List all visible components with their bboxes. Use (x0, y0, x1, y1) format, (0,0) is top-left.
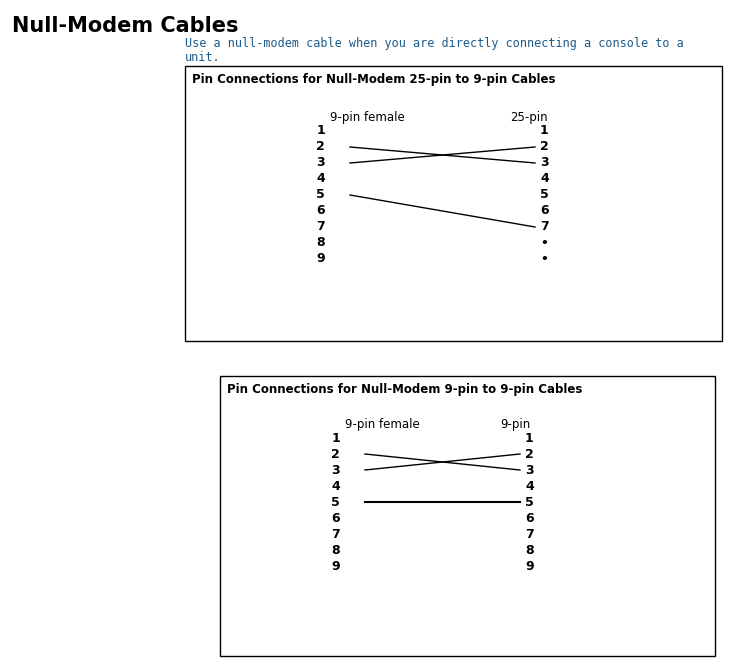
Text: 7: 7 (540, 221, 549, 234)
Text: 8: 8 (331, 544, 340, 556)
Text: 5: 5 (525, 495, 534, 509)
Text: 4: 4 (525, 480, 534, 493)
Text: 9: 9 (525, 560, 534, 572)
Text: 6: 6 (525, 511, 534, 525)
Bar (185, 66, 722, 341)
Text: 1: 1 (331, 431, 340, 444)
Text: 6: 6 (331, 511, 340, 525)
Text: 4: 4 (331, 480, 340, 493)
Text: 3: 3 (540, 156, 548, 170)
Text: 3: 3 (316, 156, 325, 170)
Text: 8: 8 (316, 236, 325, 250)
Text: Use a null-modem cable when you are directly connecting a console to a: Use a null-modem cable when you are dire… (185, 37, 684, 50)
Text: 1: 1 (540, 125, 549, 138)
Text: 7: 7 (331, 527, 340, 541)
Text: 4: 4 (540, 172, 549, 185)
Text: 1: 1 (525, 431, 534, 444)
Text: unit.: unit. (185, 51, 221, 64)
Text: 9: 9 (316, 252, 325, 266)
Text: Pin Connections for Null-Modem 9-pin to 9-pin Cables: Pin Connections for Null-Modem 9-pin to … (227, 383, 582, 396)
Bar (220, 376, 715, 656)
Text: 4: 4 (316, 172, 325, 185)
Text: 8: 8 (525, 544, 534, 556)
Text: 7: 7 (525, 527, 534, 541)
Text: 5: 5 (540, 189, 549, 201)
Text: 6: 6 (316, 205, 325, 217)
Text: 2: 2 (540, 140, 549, 154)
Text: Null-Modem Cables: Null-Modem Cables (12, 16, 239, 36)
Text: Pin Connections for Null-Modem 25-pin to 9-pin Cables: Pin Connections for Null-Modem 25-pin to… (192, 73, 556, 86)
Text: 9-pin female: 9-pin female (330, 111, 405, 124)
Text: 7: 7 (316, 221, 325, 234)
Text: 9-pin female: 9-pin female (345, 418, 420, 431)
Text: 3: 3 (331, 464, 340, 476)
Text: 25-pin: 25-pin (510, 111, 548, 124)
Text: 5: 5 (316, 189, 325, 201)
Text: 6: 6 (540, 205, 548, 217)
Text: •: • (540, 252, 548, 266)
Text: 3: 3 (525, 464, 534, 476)
Text: 9-pin: 9-pin (500, 418, 531, 431)
Text: 5: 5 (331, 495, 340, 509)
Text: 1: 1 (316, 125, 325, 138)
Text: 9: 9 (331, 560, 340, 572)
Text: 2: 2 (331, 448, 340, 460)
Text: •: • (540, 236, 548, 250)
Text: 2: 2 (525, 448, 534, 460)
Text: 2: 2 (316, 140, 325, 154)
